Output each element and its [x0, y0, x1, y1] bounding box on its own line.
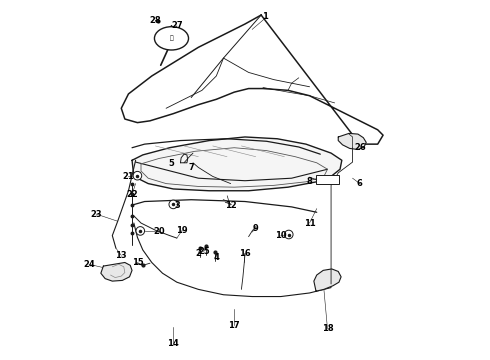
Text: 26: 26	[354, 143, 366, 152]
Circle shape	[136, 226, 145, 235]
Text: 16: 16	[239, 249, 251, 258]
Text: 13: 13	[116, 251, 127, 260]
Text: 24: 24	[83, 260, 95, 269]
FancyBboxPatch shape	[316, 175, 339, 184]
Circle shape	[133, 171, 142, 180]
Text: 1: 1	[262, 12, 268, 21]
Text: 12: 12	[225, 201, 237, 210]
Circle shape	[285, 230, 293, 239]
Circle shape	[169, 200, 177, 209]
Text: 22: 22	[126, 190, 138, 199]
Text: Ⓗ: Ⓗ	[170, 36, 173, 41]
Text: 11: 11	[304, 219, 316, 228]
Polygon shape	[101, 262, 132, 281]
Polygon shape	[132, 137, 342, 191]
Text: 7: 7	[188, 163, 194, 172]
Text: 6: 6	[357, 179, 363, 188]
Text: 2: 2	[196, 249, 201, 258]
Text: 14: 14	[168, 339, 179, 348]
Text: 4: 4	[213, 253, 219, 262]
Text: 23: 23	[90, 210, 102, 219]
Text: 21: 21	[122, 172, 134, 181]
Text: 5: 5	[169, 159, 174, 168]
Ellipse shape	[154, 27, 189, 50]
Text: 9: 9	[253, 224, 259, 233]
Text: 28: 28	[149, 16, 161, 25]
Text: 20: 20	[153, 228, 165, 237]
Text: 18: 18	[321, 324, 333, 333]
Polygon shape	[338, 134, 366, 149]
Text: 15: 15	[131, 258, 143, 267]
Text: 25: 25	[198, 247, 210, 256]
Polygon shape	[122, 15, 383, 144]
Polygon shape	[314, 269, 341, 291]
Text: 19: 19	[176, 226, 188, 235]
Text: 10: 10	[275, 231, 287, 240]
Text: 17: 17	[228, 321, 240, 330]
Text: 27: 27	[171, 21, 183, 30]
Text: 3: 3	[174, 201, 180, 210]
Text: 8: 8	[307, 177, 313, 186]
